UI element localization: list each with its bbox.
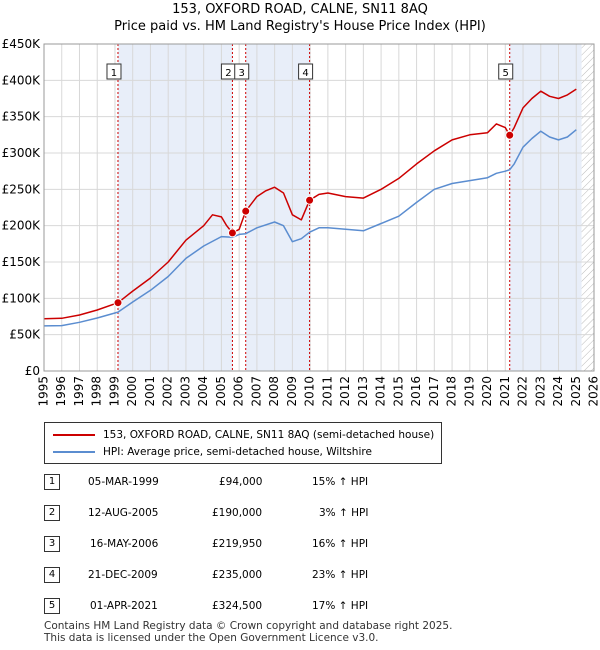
sale-number-badge: 4 (44, 567, 60, 583)
sale-number-label: 1 (111, 68, 117, 79)
x-tick-label: 2006 (232, 376, 246, 407)
legend-label-property: 153, OXFORD ROAD, CALNE, SN11 8AQ (semi-… (103, 429, 435, 441)
x-tick-label: 2009 (285, 376, 299, 407)
x-tick-label: 2012 (338, 376, 352, 407)
x-tick-label: 2024 (551, 376, 565, 407)
x-tick-label: 1999 (107, 376, 121, 407)
x-tick-label: 2016 (409, 376, 423, 407)
sale-number-badge: 2 (44, 505, 60, 521)
x-tick-label: 2017 (427, 376, 441, 407)
sale-price: £94,000 (219, 476, 263, 488)
sale-hpi-change: 3% ↑ HPI (319, 507, 369, 519)
x-tick-label: 2015 (391, 376, 405, 407)
x-tick-label: 2010 (303, 376, 317, 407)
sale-hpi-change: 16% ↑ HPI (312, 538, 369, 550)
sale-hpi-change: 15% ↑ HPI (312, 476, 369, 488)
sale-number-badge: 1 (44, 474, 60, 490)
footer: Contains HM Land Registry data © Crown c… (44, 620, 452, 644)
sale-number-box (106, 63, 122, 80)
sale-number-badge: 3 (44, 536, 60, 552)
sale-point (305, 195, 315, 205)
y-tick-label: £250K (2, 182, 42, 196)
y-tick-label: £200K (2, 219, 42, 233)
footer-licence: This data is licensed under the Open Gov… (44, 632, 379, 644)
y-tick-label: £450K (2, 37, 42, 51)
sale-point (505, 130, 515, 140)
x-tick-label: 2023 (533, 376, 547, 407)
y-tick-label: £350K (2, 110, 42, 124)
legend-label-hpi: HPI: Average price, semi-detached house,… (103, 446, 372, 458)
legend-item-hpi: HPI: Average price, semi-detached house,… (53, 444, 372, 460)
forecast-region (581, 44, 594, 371)
x-tick-label: 2014 (374, 376, 388, 407)
y-tick-label: £100K (2, 291, 42, 305)
ownership-period-band (117, 44, 233, 371)
y-tick-label: £150K (2, 255, 42, 269)
sale-number-label: 2 (225, 68, 231, 79)
chart-legend: 153, OXFORD ROAD, CALNE, SN11 8AQ (semi-… (44, 422, 442, 464)
x-tick-label: 2000 (125, 376, 139, 407)
sale-number-box (498, 63, 514, 80)
x-tick-label: 2026 (587, 376, 600, 407)
sale-date: 01-APR-2021 (90, 600, 158, 612)
x-tick-label: 2002 (161, 376, 175, 407)
legend-line-property (53, 434, 95, 436)
x-tick-label: 2025 (569, 376, 583, 407)
footer-copyright: Contains HM Land Registry data © Crown c… (44, 620, 453, 632)
ownership-period-band (245, 44, 310, 371)
x-tick-label: 2004 (196, 376, 210, 407)
x-tick-label: 2001 (143, 376, 157, 407)
chart-title: 153, OXFORD ROAD, CALNE, SN11 8AQ (172, 2, 428, 17)
sale-date: 12-AUG-2005 (88, 507, 159, 519)
plot-border (43, 43, 595, 372)
sale-date: 05-MAR-1999 (88, 476, 159, 488)
sale-date: 16-MAY-2006 (90, 538, 159, 550)
x-tick-label: 2018 (445, 376, 459, 407)
x-tick-label: 2020 (480, 376, 494, 407)
sale-price: £219,950 (212, 538, 263, 550)
sale-price: £190,000 (212, 507, 263, 519)
sale-number-badge: 5 (44, 598, 60, 614)
price-chart: £0 £50K £100K £150K £200K £250K £300K £350K £400… (2, 37, 600, 407)
sale-hpi-change: 23% ↑ HPI (312, 569, 369, 581)
x-tick-label: 2019 (462, 376, 476, 407)
sale-point (113, 298, 123, 308)
sale-hpi-change: 17% ↑ HPI (312, 600, 369, 612)
x-tick-label: 1998 (90, 376, 104, 407)
sale-number-box (234, 63, 250, 80)
x-tick-label: 2008 (267, 376, 281, 407)
sale-number-label: 3 (239, 68, 245, 79)
y-tick-label: £0 (25, 364, 40, 378)
y-tick-label: £50K (9, 328, 41, 342)
sale-price: £235,000 (212, 569, 263, 581)
x-tick-label: 2021 (498, 376, 512, 407)
sale-number-box (298, 63, 314, 80)
legend-line-hpi (53, 451, 95, 453)
x-tick-label: 2005 (214, 376, 228, 407)
y-tick-label: £400K (2, 73, 42, 87)
sale-number-label: 5 (503, 68, 509, 79)
x-tick-label: 2013 (356, 376, 370, 407)
chart-subtitle: Price paid vs. HM Land Registry's House … (114, 19, 486, 34)
legend-item-property: 153, OXFORD ROAD, CALNE, SN11 8AQ (semi-… (53, 427, 434, 443)
sale-date: 21-DEC-2009 (88, 569, 158, 581)
hpi-line (43, 129, 577, 327)
x-tick-label: 1996 (54, 376, 68, 407)
x-tick-label: 1997 (72, 376, 86, 407)
x-tick-label: 2007 (249, 376, 263, 407)
ownership-period-band (509, 44, 582, 371)
x-tick-label: 2003 (178, 376, 192, 407)
x-tick-label: 2022 (516, 376, 530, 407)
sale-point (241, 206, 251, 216)
x-tick-label: 2011 (320, 376, 334, 407)
y-tick-label: £300K (2, 146, 42, 160)
x-tick-label: 1995 (37, 376, 51, 407)
sale-number-label: 4 (302, 68, 308, 79)
sale-point (227, 228, 237, 238)
sale-price: £324,500 (212, 600, 263, 612)
